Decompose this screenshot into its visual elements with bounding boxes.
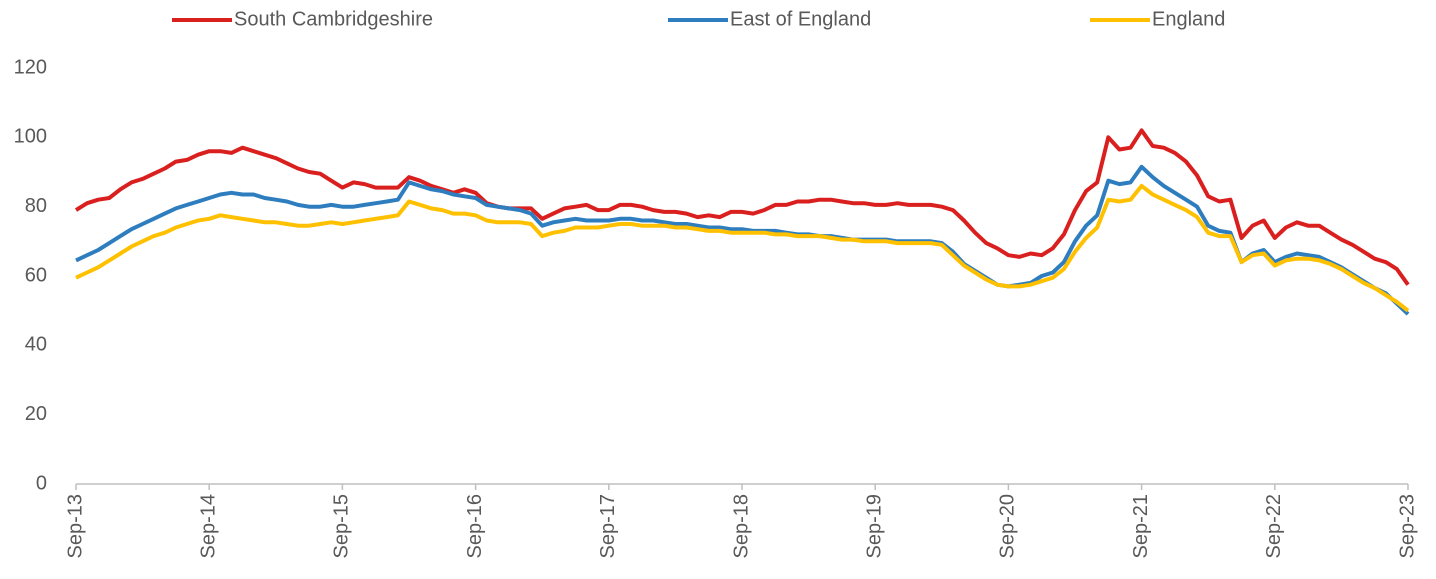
series-line — [74, 128, 1410, 286]
y-tick-label: 60 — [25, 264, 47, 286]
x-tick-label: Sep-16 — [464, 494, 486, 559]
x-tick-label: Sep-15 — [331, 494, 353, 559]
y-tick-label: 100 — [14, 126, 47, 148]
legend-label: East of England — [730, 8, 871, 30]
x-tick-label: Sep-22 — [1263, 494, 1285, 559]
legend-label: England — [1152, 8, 1225, 30]
x-tick-label: Sep-17 — [597, 494, 619, 559]
x-tick-label: Sep-18 — [730, 494, 752, 559]
x-tick-label: Sep-23 — [1396, 494, 1418, 559]
x-tick-label: Sep-19 — [863, 494, 885, 559]
y-tick-label: 120 — [14, 56, 47, 78]
y-tick-label: 0 — [36, 472, 47, 494]
x-tick-label: Sep-13 — [64, 494, 86, 559]
legend-label: South Cambridgeshire — [234, 8, 433, 30]
series-line — [75, 183, 1410, 313]
x-tick-label: Sep-20 — [997, 494, 1019, 559]
y-tick-label: 40 — [25, 334, 47, 356]
y-tick-label: 80 — [25, 195, 47, 217]
x-tick-label: Sep-21 — [1130, 494, 1152, 559]
x-tick-label: Sep-14 — [197, 494, 219, 559]
y-tick-label: 20 — [25, 403, 47, 425]
series-line — [75, 164, 1410, 316]
